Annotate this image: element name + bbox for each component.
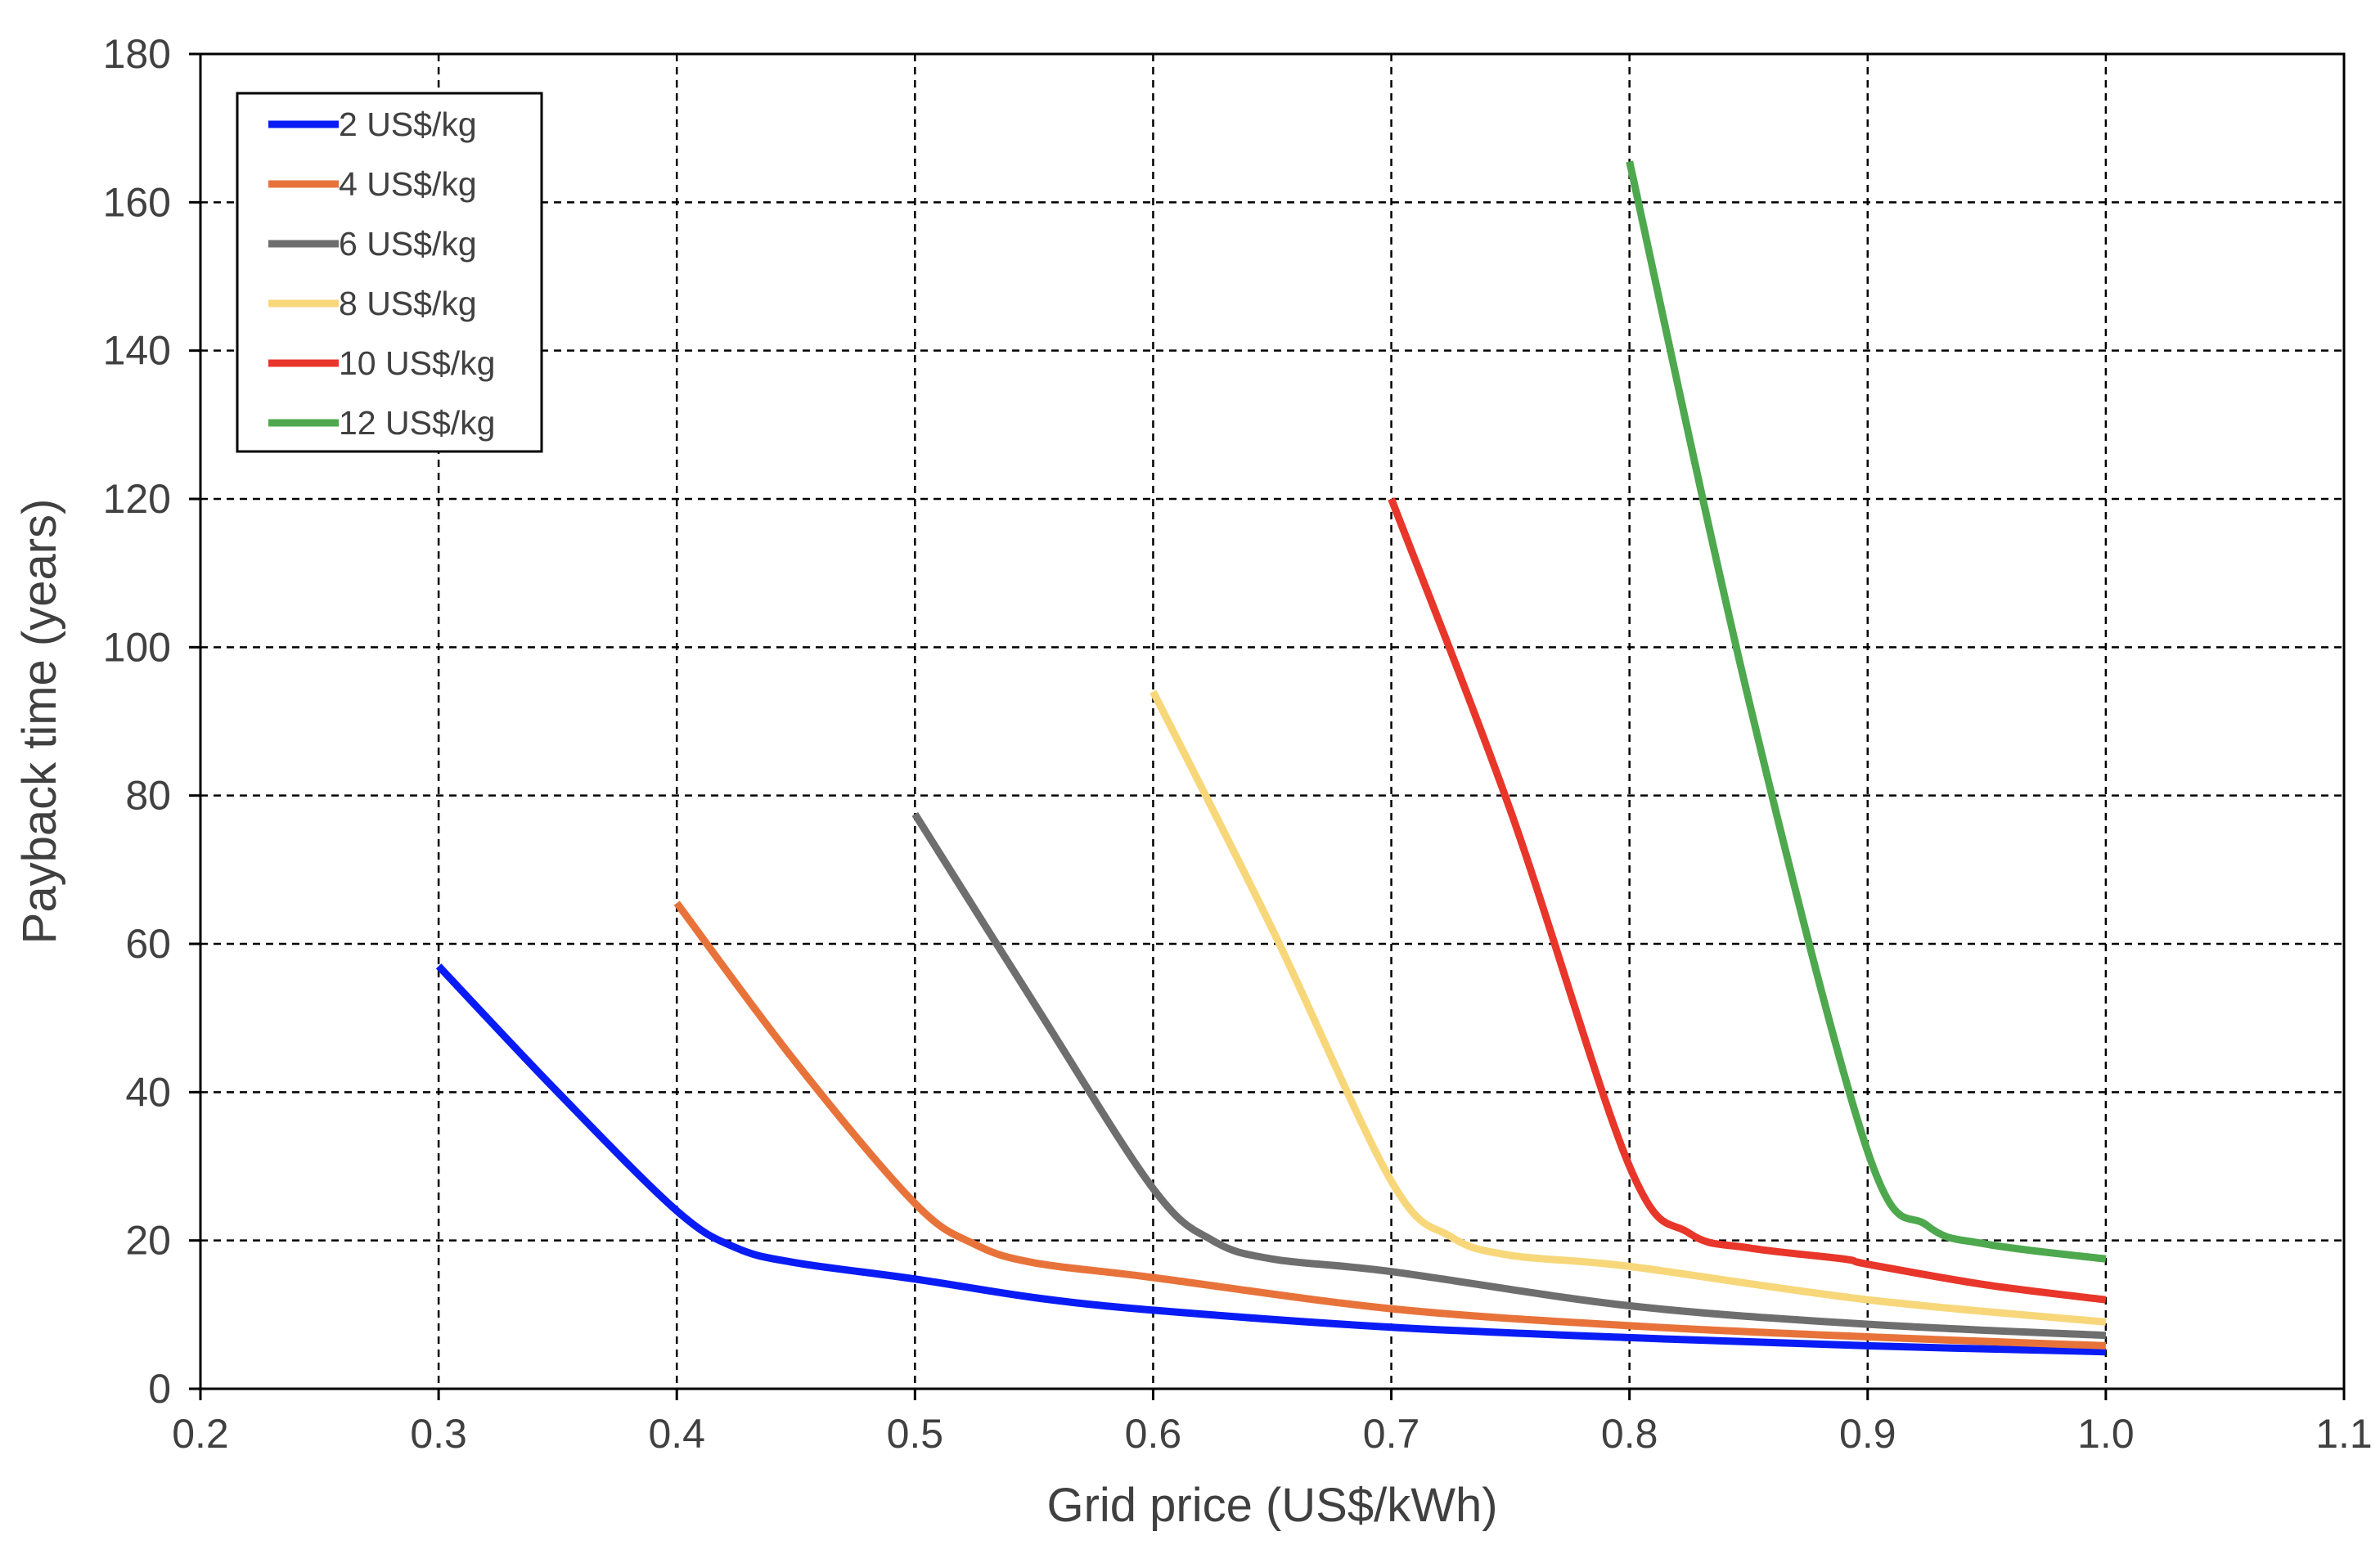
x-tick-label: 1.0 [2077, 1411, 2135, 1457]
legend-label: 8 US$/kg [339, 285, 477, 322]
series-line-3 [911, 811, 2107, 1340]
legend-label: 4 US$/kg [339, 165, 477, 203]
series-line-5 [1388, 497, 2107, 1304]
x-tick-label: 0.9 [1839, 1411, 1896, 1457]
legend-label: 12 US$/kg [339, 404, 495, 442]
y-tick-label: 0 [148, 1366, 171, 1412]
y-axis-title: Payback time (years) [13, 499, 66, 945]
legend-label: 2 US$/kg [339, 106, 477, 143]
gridlines [200, 54, 2344, 1389]
y-tick-label: 160 [103, 179, 171, 225]
x-tick-label: 0.4 [648, 1411, 705, 1457]
y-tick-label: 140 [103, 328, 171, 374]
series-line-6 [1626, 160, 2107, 1263]
x-tick-label: 0.3 [410, 1411, 467, 1457]
legend-label: 6 US$/kg [339, 225, 477, 263]
y-tick-label: 20 [125, 1218, 171, 1264]
y-tick-label: 180 [103, 31, 171, 77]
y-tick-label: 80 [125, 773, 171, 819]
y-tick-label: 100 [103, 624, 171, 670]
x-tick-label: 0.7 [1363, 1411, 1420, 1457]
series-line-4 [1150, 689, 2107, 1326]
x-tick-label: 0.8 [1601, 1411, 1658, 1457]
axis-ticks: 0.2 0.3 0.4 0.5 0.6 0.7 0.8 0.9 1.0 1.1 0 20 40 60 80 1… [103, 31, 2373, 1457]
legend-box [236, 92, 543, 453]
legend: 2 US$/kg 4 US$/kg 6 US$/kg 8 US$/kg 10 US$/k… [236, 92, 543, 453]
x-tick-label: 0.6 [1125, 1411, 1182, 1457]
plot-area-frame [199, 52, 2346, 1390]
series-line-2 [673, 901, 2107, 1350]
series-line-1 [435, 963, 2107, 1356]
x-axis-title: Grid price (US$/kWh) [1046, 1479, 1497, 1532]
x-tick-label: 1.1 [2315, 1411, 2373, 1457]
x-tick-label: 0.5 [887, 1411, 944, 1457]
y-tick-label: 120 [103, 476, 171, 522]
series-lines [435, 160, 2107, 1356]
legend-label: 10 US$/kg [339, 344, 495, 382]
x-tick-label: 0.2 [172, 1411, 229, 1457]
y-tick-label: 60 [125, 921, 171, 967]
y-tick-label: 40 [125, 1069, 171, 1115]
